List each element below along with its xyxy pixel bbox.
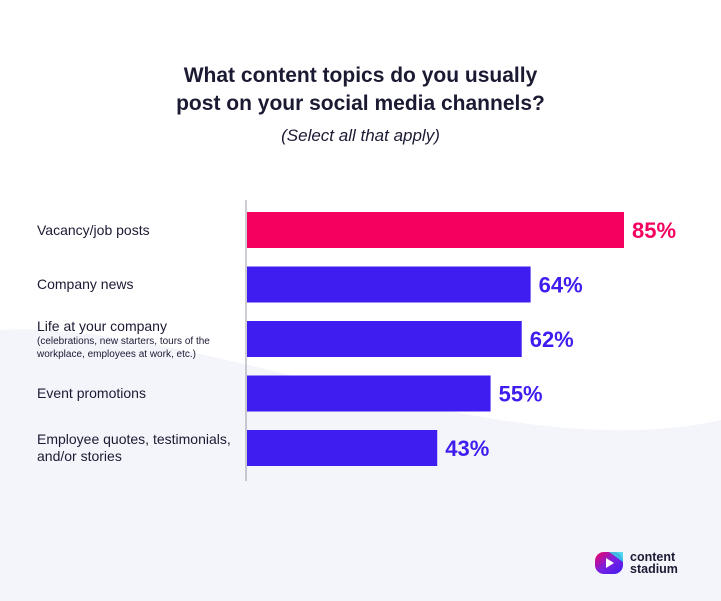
title-line-2: post on your social media channels? (176, 92, 545, 115)
category-label-text: Life at your company (37, 317, 167, 334)
logo-text-line-1: content (630, 550, 676, 564)
bar-3 (247, 375, 491, 412)
logo-text-line-2: stadium (630, 562, 678, 576)
bar-0 (247, 212, 624, 248)
value-label-4: 43% (445, 436, 489, 461)
category-label-text: Vacancy/job posts (37, 221, 150, 238)
category-label-text: Employee quotes, testimonials, and/or st… (37, 431, 231, 464)
value-label-1: 64% (539, 273, 583, 298)
value-label-3: 55% (499, 382, 543, 407)
chart-title: What content topics do you usually post … (0, 62, 721, 118)
category-label-2: Life at your company (celebrations, new s… (37, 318, 247, 361)
bar-4 (247, 430, 438, 466)
chart-subtitle: (Select all that apply) (281, 126, 440, 145)
category-note: (celebrations, new starters, tours of th… (37, 335, 210, 360)
category-label-text: Company news (37, 276, 134, 292)
category-label-3: Event promotions (37, 385, 247, 402)
category-label-0: Vacancy/job posts (37, 222, 247, 239)
category-label-text: Event promotions (37, 385, 146, 401)
value-label-2: 62% (530, 327, 574, 352)
content-stadium-logo: content stadium (594, 550, 678, 576)
title-line-1: What content topics do you usually (183, 64, 538, 87)
bar-1 (247, 266, 531, 303)
category-label-4: Employee quotes, testimonials, and/or st… (37, 431, 247, 465)
logo-play-icon (595, 552, 623, 574)
bar-2 (247, 321, 522, 357)
value-label-0: 85% (632, 218, 676, 243)
category-label-1: Company news (37, 276, 247, 293)
